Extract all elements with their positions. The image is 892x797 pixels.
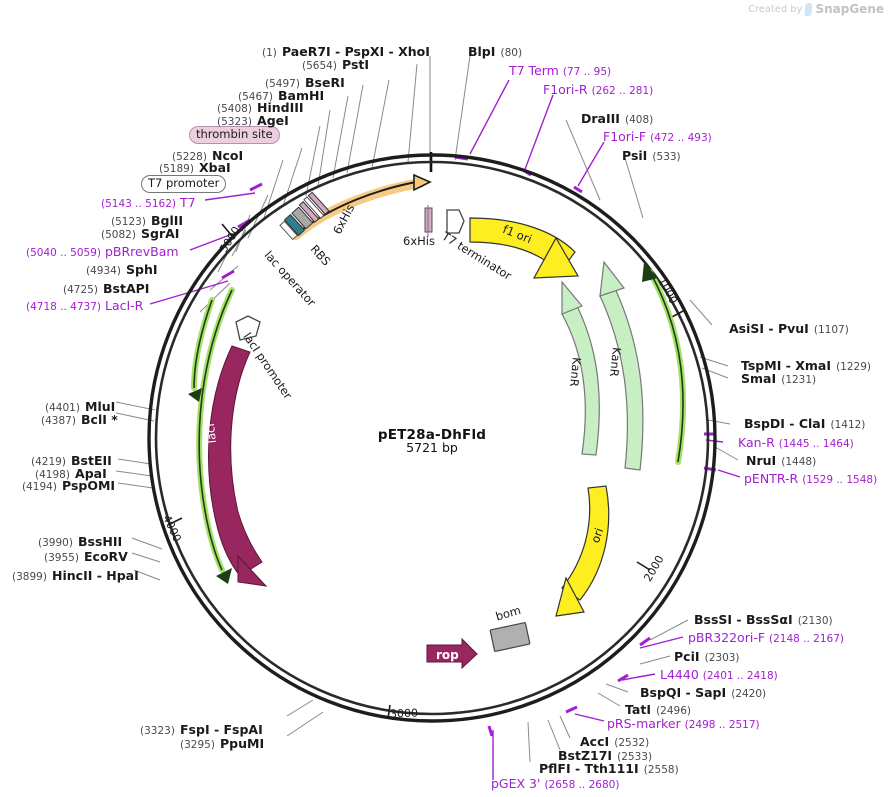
laci-r-primer-arrow	[196, 287, 235, 584]
site-label-bsteii: (4219) BstEII	[31, 453, 112, 468]
site-label-kan-r: Kan-R (1445 .. 1464)	[738, 435, 854, 450]
site-label-psii: PsiI (533)	[622, 148, 681, 163]
site-label-ppumi: (3295) PpuMI	[180, 736, 265, 751]
site-label-paer7i: (1) PaeR7I - PspXI - XhoI	[262, 44, 430, 59]
site-label-fspi: (3323) FspI - FspAI	[140, 722, 263, 737]
site-label-bglii: (5123) BglII	[111, 213, 184, 228]
thrombin-site-label: thrombin site	[189, 126, 280, 144]
site-label-sgrai: (5082) SgrAI	[101, 226, 180, 241]
laci-arrow	[208, 345, 268, 587]
site-label-bsshii: (3990) BssHII	[38, 534, 123, 549]
pbrrevbam-primer-arrow	[188, 297, 215, 402]
6xhis-tag	[424, 205, 433, 236]
plasmid-name: pET28a-DhFld	[377, 427, 487, 443]
site-label-blpi: BlpI (80)	[468, 44, 523, 59]
site-label-apai: (4198) ApaI	[35, 466, 107, 481]
site-label-acci: AccI (2532)	[580, 734, 650, 749]
site-label-laci-r: (4718 .. 4737) LacI-R	[26, 298, 144, 313]
site-label-t7: (5143 .. 5162) T7	[101, 195, 196, 210]
site-label-pcii: PciI (2303)	[674, 649, 740, 664]
site-label-ncoi: (5228) NcoI	[172, 148, 244, 163]
site-label-draiii: DraIII (408)	[581, 111, 654, 126]
feature-label-laci: lacI	[202, 422, 219, 444]
feature-label-rop: rop	[436, 648, 459, 662]
site-label-smai: SmaI (1231)	[741, 371, 817, 386]
site-label-xbai: (5189) XbaI	[159, 160, 231, 175]
leader-lines-right	[454, 55, 739, 763]
site-label-bamhi: (5467) BamHI	[238, 88, 325, 103]
site-label-nrui: NruI (1448)	[746, 453, 817, 468]
site-label-tspmi: TspMI - XmaI (1229)	[741, 358, 871, 373]
site-label-bstapi: (4725) BstAPI	[63, 281, 150, 296]
f1-ori-arrow	[469, 217, 580, 279]
kanr-outer-arrow	[599, 260, 644, 471]
site-label-mlui: (4401) MluI	[45, 399, 116, 414]
site-label-hindiii: (5408) HindIII	[217, 100, 304, 115]
kan-primer-arrow	[642, 262, 686, 465]
site-label-hincii: (3899) HincII - HpaI	[12, 568, 139, 583]
site-label-bspdi: BspDI - ClaI (1412)	[744, 416, 866, 431]
site-label-l4440: L4440 (2401 .. 2418)	[660, 667, 778, 682]
site-label-bsssi: BssSI - BssSαI (2130)	[694, 612, 833, 627]
site-label-pflfi: PflFI - Tth111I (2558)	[539, 761, 679, 776]
laci-promoter-shape	[235, 315, 261, 341]
site-label-bseri: (5497) BseRI	[265, 75, 345, 90]
kanr-inner-arrow	[561, 280, 600, 456]
site-label-t7-term: T7 Term (77 .. 95)	[509, 63, 612, 78]
site-label-ecorv: (3955) EcoRV	[44, 549, 128, 564]
site-label-pentr-r: pENTR-R (1529 .. 1548)	[744, 471, 878, 486]
site-label-psti: (5654) PstI	[302, 57, 370, 72]
rop-arrow	[426, 637, 478, 670]
site-label-tati: TatI (2496)	[625, 702, 691, 717]
site-label-pbr322ori-f: pBR322ori-F (2148 .. 2167)	[688, 630, 844, 645]
site-label-pbrrevbam: (5040 .. 5059) pBRrevBam	[26, 244, 179, 259]
site-label-bstz17i: BstZ17I (2533)	[558, 748, 653, 763]
t7-terminator-shape	[446, 209, 465, 234]
site-label-sphi: (4934) SphI	[86, 262, 158, 277]
site-label-pspomi: (4194) PspOMI	[22, 478, 116, 493]
plasmid-backbone	[147, 153, 717, 723]
watermark-brand: SnapGene	[815, 2, 884, 16]
coordinate-ticks	[167, 223, 686, 720]
t7-promoter-arrow	[291, 173, 432, 240]
site-label-bcli: (4387) BclI *	[41, 412, 118, 427]
mcs-feature-boxes	[279, 191, 330, 241]
site-label-f1ori-f: F1ori-F (472 .. 493)	[603, 129, 712, 144]
feature-label-6xhis: 6xHis	[403, 234, 435, 248]
site-label-prs-marker: pRS-marker (2498 .. 2517)	[607, 716, 760, 731]
tick-label-3000: 3000	[389, 706, 419, 721]
bom-box	[489, 622, 531, 652]
snapgene-watermark: Created by SnapGene	[748, 2, 884, 16]
site-label-asisi: AsiSI - PvuI (1107)	[729, 321, 849, 336]
plasmid-size: 5721 bp	[406, 440, 458, 455]
site-label-f1ori-r: F1ori-R (262 .. 281)	[543, 82, 654, 97]
snapgene-logo-icon	[804, 2, 813, 16]
leader-lines-left	[115, 401, 324, 737]
watermark-prefix: Created by	[748, 3, 803, 15]
site-label-agei: (5323) AgeI	[217, 113, 289, 128]
ori-arrow	[555, 485, 610, 617]
t7-promoter-label: T7 promoter	[141, 175, 227, 193]
site-label-bspqi: BspQI - SapI (2420)	[640, 685, 767, 700]
site-label-pgex-3: pGEX 3' (2658 .. 2680)	[491, 776, 620, 791]
